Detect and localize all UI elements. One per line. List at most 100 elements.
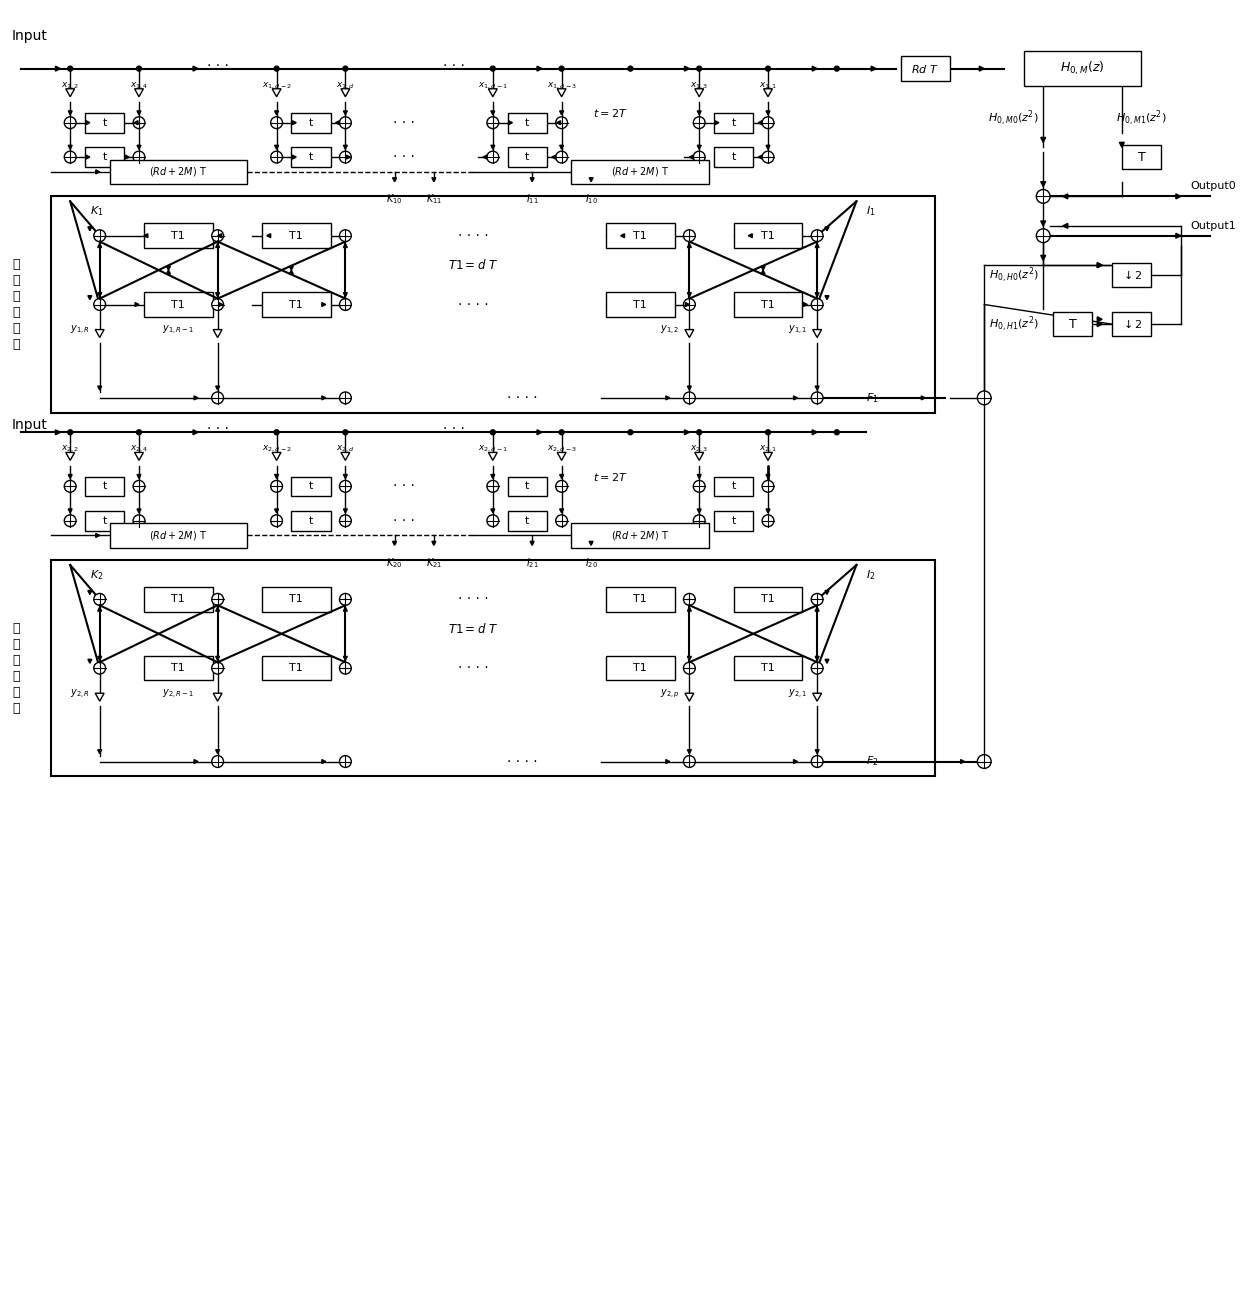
- Circle shape: [340, 594, 351, 606]
- Polygon shape: [343, 475, 347, 479]
- Text: $(Rd+2M)$ T: $(Rd+2M)$ T: [611, 165, 670, 178]
- Polygon shape: [589, 178, 593, 182]
- Polygon shape: [559, 475, 563, 479]
- Bar: [1023, 52, 1142, 86]
- Text: T1: T1: [761, 300, 775, 310]
- Circle shape: [270, 117, 283, 128]
- Circle shape: [490, 429, 495, 434]
- Circle shape: [977, 755, 991, 768]
- Text: T1: T1: [171, 300, 185, 310]
- Text: · · ·: · · ·: [207, 423, 228, 436]
- Text: $x_{1,3}$: $x_{1,3}$: [691, 80, 708, 91]
- Polygon shape: [689, 156, 693, 160]
- Polygon shape: [274, 475, 279, 479]
- Circle shape: [340, 515, 351, 527]
- Polygon shape: [135, 453, 144, 460]
- Text: T: T: [1137, 150, 1146, 163]
- Polygon shape: [1097, 263, 1102, 267]
- Polygon shape: [508, 121, 512, 125]
- Polygon shape: [216, 607, 219, 611]
- Bar: [606, 292, 675, 316]
- Circle shape: [94, 298, 105, 310]
- Bar: [1122, 145, 1161, 170]
- Polygon shape: [216, 293, 219, 297]
- Polygon shape: [272, 453, 281, 460]
- Polygon shape: [274, 145, 279, 149]
- Text: $H_{0,M0}(z^2)$: $H_{0,M0}(z^2)$: [988, 108, 1039, 127]
- Polygon shape: [749, 233, 753, 237]
- Text: 乘
加
复
用
单
元: 乘 加 复 用 单 元: [12, 258, 20, 351]
- Polygon shape: [815, 244, 820, 248]
- Circle shape: [68, 429, 73, 434]
- Circle shape: [683, 756, 696, 768]
- Text: $y_{2,p}$: $y_{2,p}$: [660, 687, 680, 700]
- Polygon shape: [684, 693, 694, 702]
- Polygon shape: [589, 541, 593, 545]
- Polygon shape: [98, 387, 102, 390]
- Text: $x_{1,d-3}$: $x_{1,d-3}$: [547, 80, 577, 91]
- Bar: [606, 588, 675, 612]
- Polygon shape: [484, 156, 487, 160]
- Bar: [262, 292, 331, 316]
- Bar: [144, 588, 213, 612]
- Text: t: t: [525, 481, 529, 492]
- Bar: [51, 196, 935, 412]
- Text: t: t: [103, 516, 107, 525]
- Text: T1: T1: [634, 663, 647, 673]
- Bar: [734, 656, 802, 681]
- Circle shape: [835, 66, 839, 71]
- Polygon shape: [216, 387, 219, 390]
- Polygon shape: [193, 396, 198, 399]
- Polygon shape: [794, 760, 797, 764]
- Polygon shape: [961, 760, 965, 764]
- Bar: [734, 223, 802, 248]
- Circle shape: [212, 298, 223, 310]
- Polygon shape: [764, 453, 773, 460]
- Circle shape: [693, 152, 706, 163]
- Circle shape: [64, 480, 76, 493]
- Text: T1: T1: [634, 231, 647, 241]
- Polygon shape: [1097, 316, 1102, 322]
- Polygon shape: [687, 656, 692, 660]
- Circle shape: [1037, 189, 1050, 204]
- Circle shape: [835, 429, 839, 434]
- Text: $K_{10}$: $K_{10}$: [386, 192, 403, 206]
- Text: $\downarrow 2$: $\downarrow 2$: [1121, 318, 1142, 331]
- Polygon shape: [95, 533, 99, 537]
- Polygon shape: [343, 244, 347, 248]
- Polygon shape: [825, 227, 828, 231]
- Text: $K_1$: $K_1$: [89, 204, 103, 218]
- Circle shape: [487, 515, 498, 527]
- Polygon shape: [138, 145, 141, 149]
- Polygon shape: [694, 88, 703, 97]
- Polygon shape: [1040, 182, 1045, 187]
- Polygon shape: [336, 121, 340, 125]
- Polygon shape: [1040, 220, 1045, 226]
- Polygon shape: [697, 508, 701, 512]
- Text: $H_{0,H1}(z^2)$: $H_{0,H1}(z^2)$: [988, 314, 1039, 335]
- Polygon shape: [1063, 223, 1068, 228]
- Bar: [291, 113, 331, 132]
- Circle shape: [133, 117, 145, 128]
- Text: t: t: [732, 481, 735, 492]
- Polygon shape: [1120, 143, 1125, 148]
- Polygon shape: [88, 590, 92, 594]
- Text: · · ·: · · ·: [393, 480, 415, 493]
- Polygon shape: [489, 88, 497, 97]
- Text: t: t: [309, 152, 314, 162]
- Text: $y_{1,R-1}$: $y_{1,R-1}$: [162, 324, 195, 337]
- Polygon shape: [764, 88, 773, 97]
- Polygon shape: [293, 156, 296, 160]
- Text: T1: T1: [171, 231, 185, 241]
- Polygon shape: [491, 110, 495, 115]
- Bar: [109, 160, 247, 184]
- Circle shape: [136, 66, 141, 71]
- Text: t: t: [732, 152, 735, 162]
- Circle shape: [765, 66, 770, 71]
- Circle shape: [683, 392, 696, 403]
- Polygon shape: [66, 453, 74, 460]
- Text: $(Rd+2M)$ T: $(Rd+2M)$ T: [611, 529, 670, 542]
- Circle shape: [133, 515, 145, 527]
- Polygon shape: [815, 387, 820, 390]
- Circle shape: [340, 480, 351, 493]
